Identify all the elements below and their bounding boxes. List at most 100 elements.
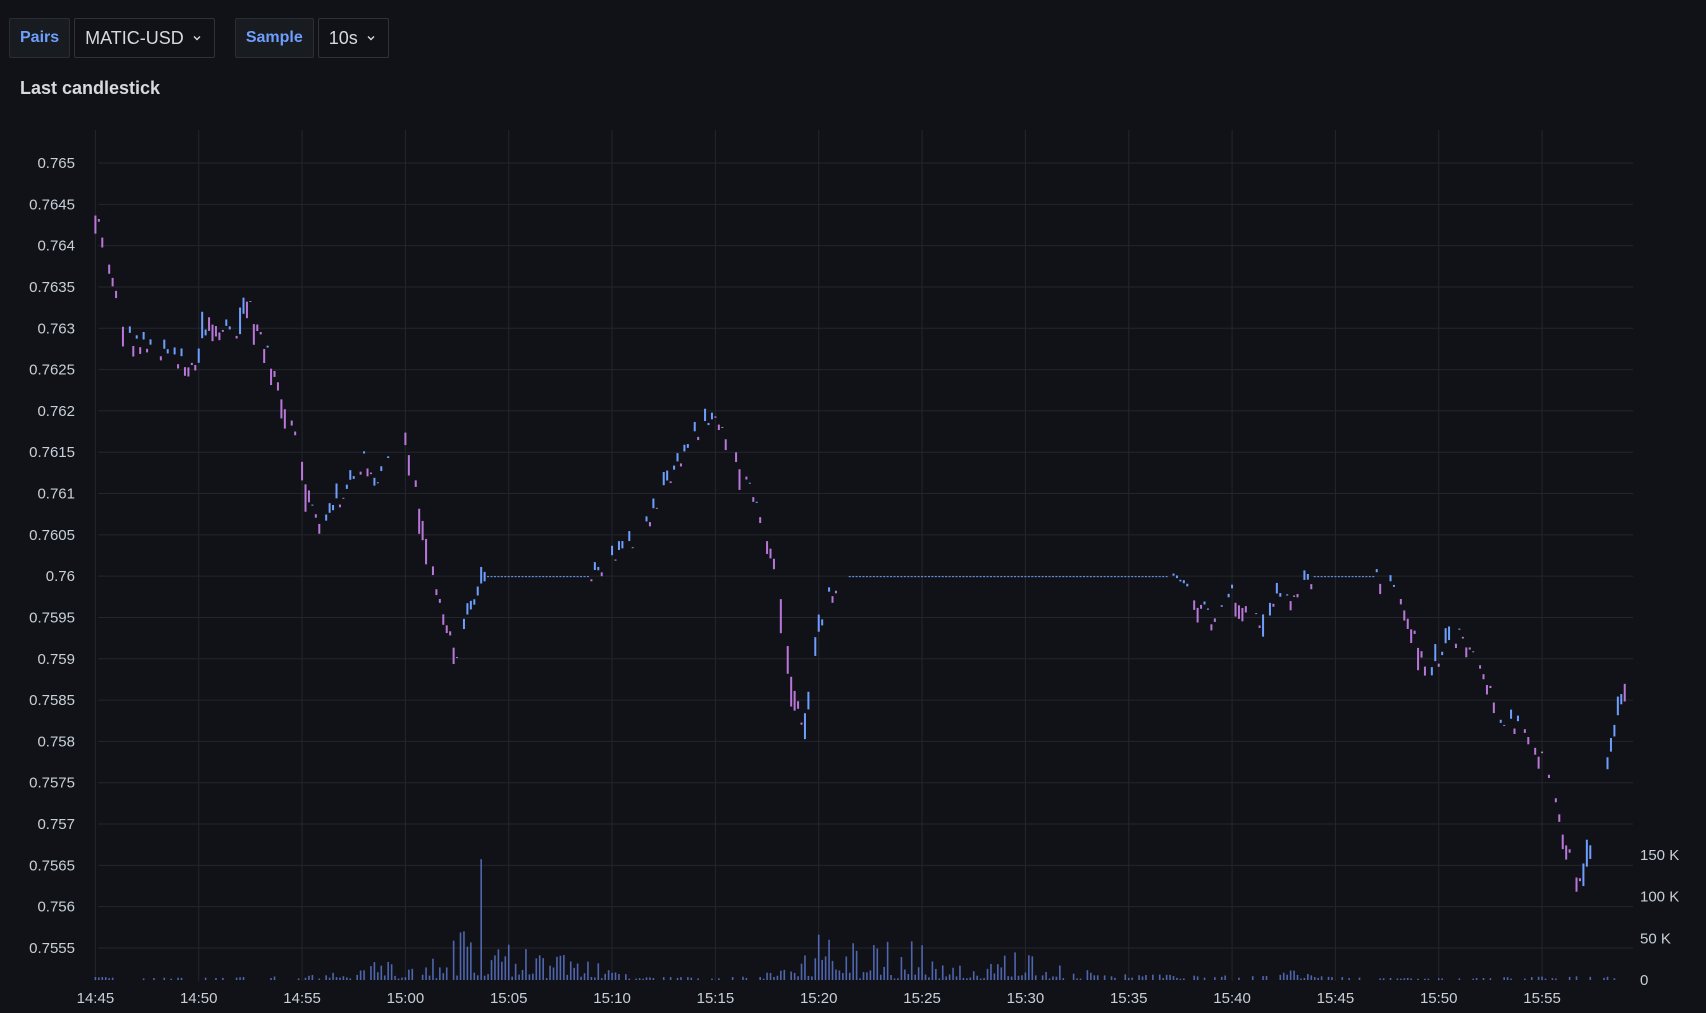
volume-bar xyxy=(1303,977,1306,980)
candle xyxy=(1120,576,1123,578)
candle xyxy=(490,576,493,578)
candle xyxy=(786,646,789,674)
volume-bar xyxy=(938,978,941,980)
volume-bar xyxy=(425,967,427,980)
volume-bar xyxy=(1152,974,1154,980)
candle xyxy=(290,420,293,426)
volume-bar xyxy=(273,976,276,980)
candle xyxy=(848,576,851,578)
volume-bar xyxy=(480,859,482,980)
volume-bar xyxy=(924,974,927,980)
volume-bar xyxy=(842,973,844,980)
candle xyxy=(301,461,304,481)
candle xyxy=(1213,618,1216,622)
candle xyxy=(431,566,434,576)
candle xyxy=(1613,724,1616,737)
candle xyxy=(938,576,941,578)
candle xyxy=(211,324,214,342)
y-tick-label: 0.7555 xyxy=(29,940,75,957)
volume-bar xyxy=(783,969,786,980)
candle xyxy=(466,603,469,615)
volume-bar xyxy=(604,973,606,980)
volume-bar xyxy=(1028,955,1030,980)
candle xyxy=(852,576,855,578)
candle xyxy=(989,576,992,578)
candle xyxy=(1454,643,1457,648)
volume-bar xyxy=(986,968,989,980)
candle xyxy=(614,559,617,561)
volume-bar xyxy=(997,964,999,980)
candle xyxy=(652,498,655,509)
volume-bar xyxy=(487,974,489,980)
candle xyxy=(549,576,552,578)
volume-bar xyxy=(1238,977,1240,980)
candle xyxy=(748,482,751,484)
volume-bar xyxy=(442,973,445,980)
volume-bar xyxy=(363,970,365,980)
candle xyxy=(128,326,131,333)
volume-bar xyxy=(1389,977,1392,980)
volume-bar xyxy=(1093,975,1096,980)
candle xyxy=(952,576,955,578)
x-tick-label: 15:50 xyxy=(1420,990,1458,1007)
volume-bar xyxy=(1410,978,1412,980)
candle xyxy=(273,370,276,377)
candle xyxy=(1379,583,1382,595)
candle xyxy=(797,701,800,709)
candle xyxy=(1413,630,1416,634)
candle xyxy=(1430,667,1433,676)
candle xyxy=(1065,576,1068,578)
volume-bar xyxy=(1131,977,1133,980)
volume-bar xyxy=(552,967,555,980)
volume-bar xyxy=(432,958,434,980)
candle xyxy=(1093,576,1096,578)
candle xyxy=(1589,845,1592,859)
volume-bar xyxy=(590,977,593,980)
candle xyxy=(738,469,741,490)
panel-title: Last candlestick xyxy=(20,78,161,98)
candle xyxy=(535,576,538,578)
candle xyxy=(1568,849,1571,853)
candle xyxy=(710,412,713,420)
candle xyxy=(683,444,686,452)
sample-select[interactable]: 10s xyxy=(317,18,389,58)
candle xyxy=(418,508,421,534)
candle xyxy=(1547,774,1550,779)
volume-bar xyxy=(1055,976,1058,980)
volume-bar xyxy=(711,978,713,980)
candle xyxy=(1220,605,1223,607)
volume-bar xyxy=(797,976,799,980)
candle xyxy=(363,451,366,454)
candle xyxy=(735,452,738,463)
candle xyxy=(1334,576,1337,578)
volume-bar xyxy=(935,968,937,980)
volume-bar xyxy=(497,949,500,980)
volume-bar xyxy=(800,963,803,980)
candle xyxy=(266,345,269,348)
pair-select[interactable]: MATIC-USD xyxy=(74,18,215,58)
volume-tick-label: 100 K xyxy=(1640,889,1679,906)
candle xyxy=(407,455,410,476)
volume-bar xyxy=(532,973,534,980)
volume-bar xyxy=(1307,973,1309,980)
y-tick-label: 0.7585 xyxy=(29,692,75,709)
volume-bar xyxy=(1031,956,1034,980)
candle xyxy=(790,676,793,707)
candle xyxy=(828,587,831,592)
candle xyxy=(1510,709,1513,719)
volume-bar xyxy=(335,977,338,980)
volume-bar xyxy=(983,978,985,980)
y-tick-label: 0.761 xyxy=(37,486,75,503)
candle xyxy=(697,436,700,441)
candle xyxy=(1523,729,1526,733)
candle xyxy=(1541,751,1544,754)
candle xyxy=(425,538,428,565)
candle xyxy=(404,432,407,446)
candle xyxy=(139,347,142,354)
volume-bar xyxy=(835,969,837,980)
candle xyxy=(518,576,521,578)
volume-bar xyxy=(731,977,734,980)
candle xyxy=(821,619,824,626)
volume-bar xyxy=(1348,978,1350,980)
